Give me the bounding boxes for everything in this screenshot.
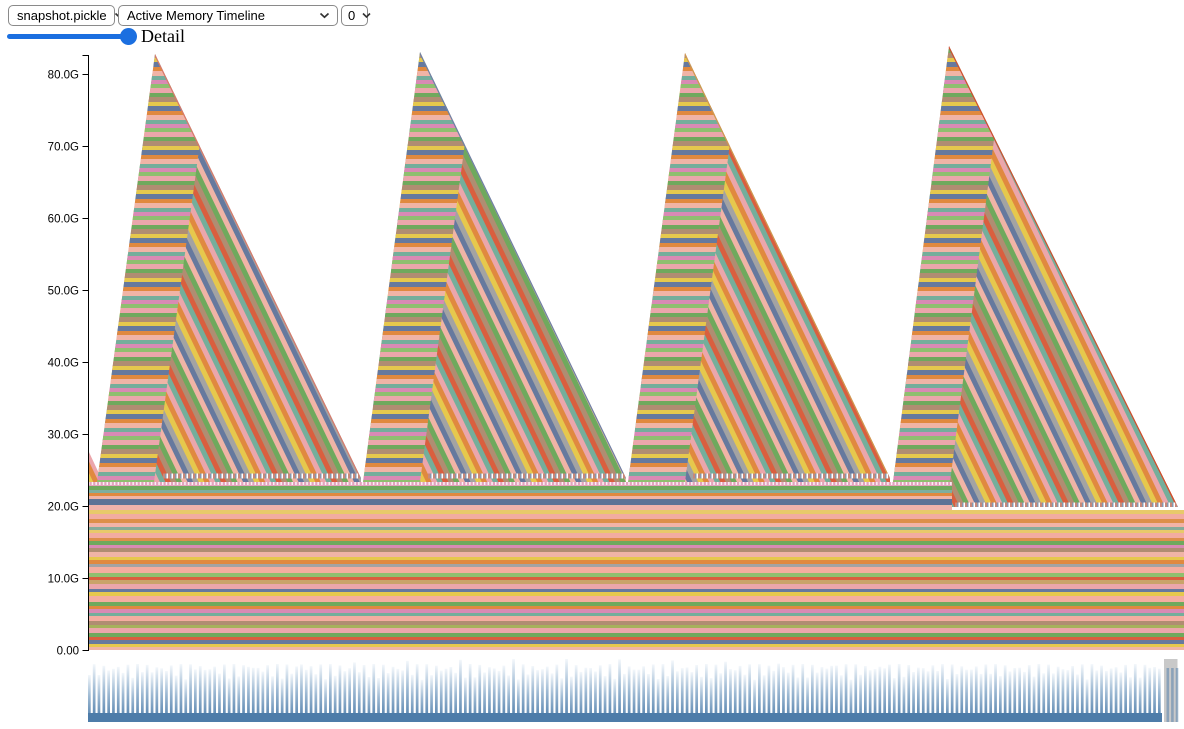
y-tick-label: 70.0G xyxy=(48,142,79,154)
peak-triangle[interactable] xyxy=(93,50,367,488)
snapshot-select[interactable]: snapshot.pickle xyxy=(8,5,124,26)
y-tick-label: 20.0G xyxy=(48,502,79,514)
y-tick-label: 0.00 xyxy=(57,646,79,658)
detail-control: Detail xyxy=(7,27,185,45)
y-tick-label: 60.0G xyxy=(48,214,79,226)
gpu-select[interactable]: 0 xyxy=(341,5,371,26)
y-tick-label: 30.0G xyxy=(48,430,79,442)
peak-triangle[interactable] xyxy=(359,48,632,488)
peak-triangle[interactable] xyxy=(889,42,1184,513)
chevron-down-icon xyxy=(362,12,371,19)
detail-slider[interactable] xyxy=(7,27,137,45)
detail-slider-thumb[interactable] xyxy=(120,28,137,45)
gpu-select-value: 0 xyxy=(348,8,356,23)
detail-slider-label: Detail xyxy=(141,26,185,46)
y-tick-label: 80.0G xyxy=(48,70,79,82)
detail-slider-track[interactable] xyxy=(7,34,132,39)
minimap-selection[interactable] xyxy=(1164,659,1179,722)
y-tick-label: 40.0G xyxy=(48,358,79,370)
peak-triangle[interactable] xyxy=(624,49,896,488)
y-tick-label: 10.0G xyxy=(48,574,79,586)
snapshot-select-value: snapshot.pickle xyxy=(17,8,107,23)
view-select[interactable]: Active Memory Timeline xyxy=(118,5,338,26)
toolbar: snapshot.pickle Active Memory Timeline 0 xyxy=(8,5,371,26)
resident-memory-band[interactable] xyxy=(88,482,1184,650)
minimap-overview[interactable] xyxy=(88,659,1162,722)
view-select-value: Active Memory Timeline xyxy=(127,8,265,23)
y-axis: 80.0G 70.0G 60.0G 50.0G 40.0G 30.0G 20.0G 10.0G… xyxy=(48,55,89,658)
chevron-down-icon xyxy=(319,12,330,19)
y-tick-label: 50.0G xyxy=(48,286,79,298)
